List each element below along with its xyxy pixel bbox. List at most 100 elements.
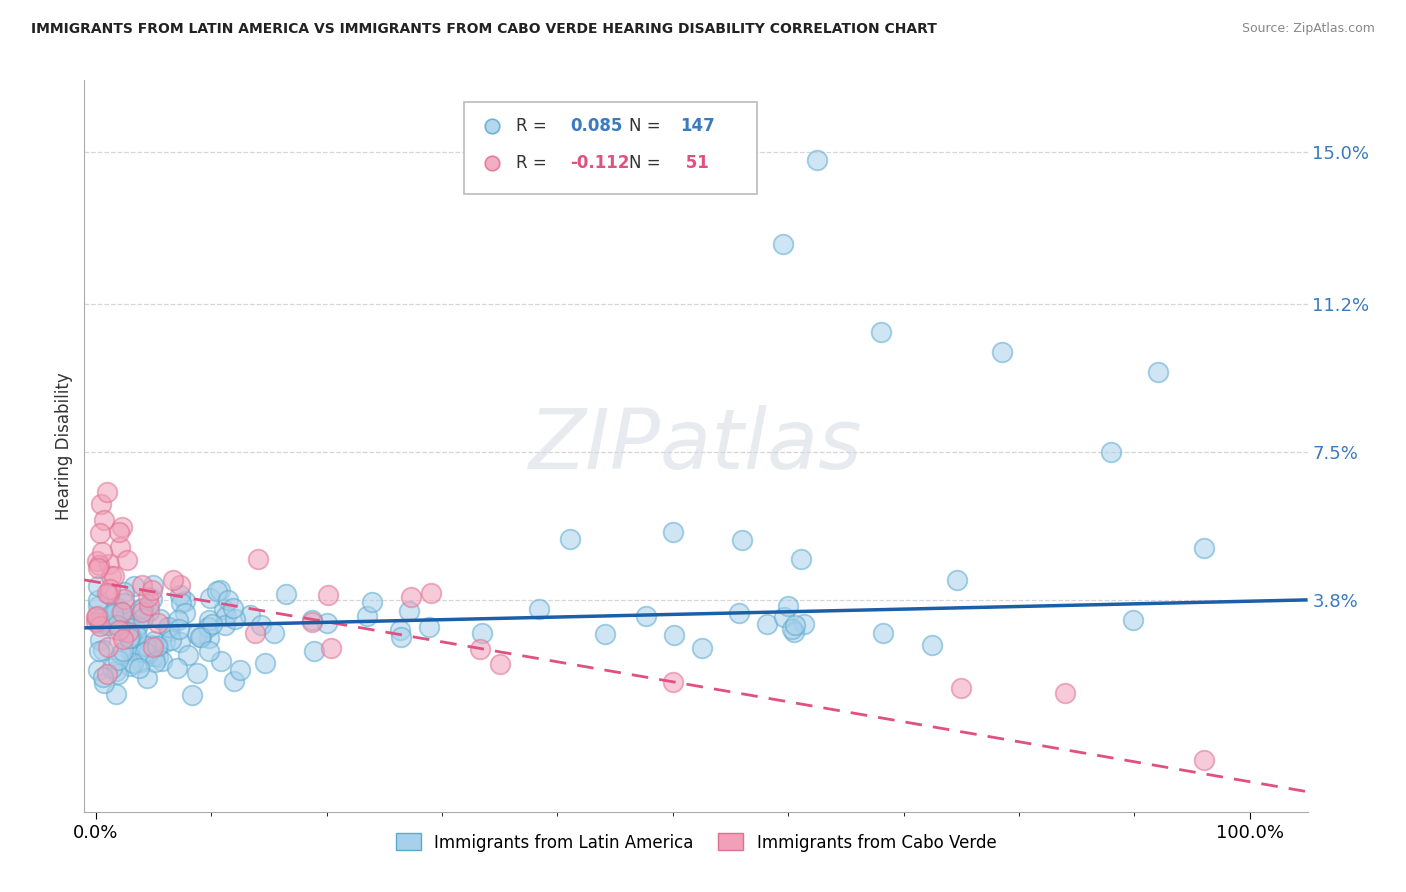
Point (247, 551, 270, 566)
Point (316, 588, 339, 602)
Point (250, 618, 273, 632)
Point (131, 610, 153, 624)
Point (86, 554, 108, 568)
Point (89, 526, 111, 541)
Point (174, 594, 197, 608)
Point (125, 628, 148, 642)
Point (595, 627, 617, 641)
Point (276, 587, 298, 601)
Point (121, 631, 143, 645)
Point (150, 654, 173, 668)
Point (224, 674, 246, 689)
Point (89, 644, 111, 658)
Point (205, 584, 228, 599)
Point (806, 153, 828, 168)
Text: 147: 147 (681, 118, 714, 136)
Point (110, 647, 132, 661)
Point (162, 573, 184, 587)
Text: R =: R = (516, 154, 553, 172)
Point (197, 631, 219, 645)
Point (169, 588, 191, 602)
Point (662, 675, 685, 690)
Point (112, 596, 135, 610)
Point (118, 659, 141, 673)
Point (186, 627, 208, 641)
Point (86, 609, 108, 624)
Point (950, 681, 973, 696)
Point (112, 585, 135, 599)
Point (97, 557, 120, 571)
Point (91, 545, 114, 559)
Point (125, 623, 148, 637)
Point (214, 617, 236, 632)
Point (776, 599, 799, 613)
Point (155, 634, 177, 648)
Point (84, 610, 107, 624)
Point (662, 524, 685, 539)
Point (316, 616, 339, 631)
Point (107, 667, 129, 681)
Point (148, 640, 170, 654)
Point (104, 664, 127, 678)
Point (89, 616, 111, 631)
Point (110, 606, 132, 620)
Point (301, 613, 323, 627)
Point (991, 345, 1014, 359)
Point (166, 661, 188, 675)
Point (111, 520, 134, 534)
Text: 0.085: 0.085 (569, 118, 623, 136)
Point (101, 661, 124, 675)
Point (177, 648, 200, 662)
Point (488, 657, 510, 671)
Point (115, 553, 138, 567)
Point (89, 633, 111, 648)
Point (560, 532, 582, 546)
Point (97, 640, 120, 654)
Point (146, 639, 169, 653)
Point (215, 609, 238, 624)
Point (87, 578, 110, 592)
Point (143, 655, 166, 669)
Point (159, 624, 181, 638)
Point (173, 607, 195, 621)
Point (471, 626, 494, 640)
Point (108, 541, 131, 555)
Point (96, 614, 118, 628)
Point (224, 612, 246, 626)
Point (200, 591, 222, 605)
Point (122, 579, 145, 593)
Point (104, 605, 127, 619)
Point (201, 617, 224, 632)
Point (361, 595, 384, 609)
Point (93, 513, 115, 527)
Point (93, 675, 115, 690)
Point (301, 615, 323, 630)
Text: R =: R = (516, 118, 553, 136)
Point (690, 640, 713, 655)
Point (120, 617, 142, 632)
Point (87, 560, 110, 574)
Point (773, 610, 796, 624)
Point (169, 635, 191, 649)
Point (128, 661, 150, 675)
Point (91, 670, 114, 684)
Point (782, 622, 804, 636)
FancyBboxPatch shape (464, 103, 758, 194)
Text: -0.112: -0.112 (569, 154, 630, 172)
Point (93, 643, 115, 657)
Point (122, 657, 145, 671)
Point (111, 606, 134, 620)
Point (120, 631, 142, 645)
Text: N =: N = (628, 154, 665, 172)
Point (98, 587, 121, 601)
Point (120, 628, 142, 642)
Point (388, 624, 411, 638)
Point (470, 642, 492, 657)
Y-axis label: Hearing Disability: Hearing Disability (55, 372, 73, 520)
Point (208, 582, 231, 597)
Point (148, 616, 170, 631)
Point (96, 585, 118, 599)
Point (243, 626, 266, 640)
Point (418, 620, 440, 634)
Point (1122, 613, 1144, 627)
